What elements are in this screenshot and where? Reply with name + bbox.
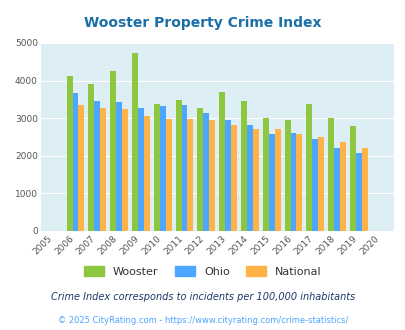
Bar: [241, 101, 246, 231]
Bar: [209, 120, 215, 231]
Bar: [143, 116, 149, 231]
Bar: [110, 71, 116, 231]
Bar: [122, 109, 128, 231]
Bar: [284, 120, 290, 231]
Bar: [225, 120, 230, 231]
Bar: [306, 104, 311, 231]
Bar: [66, 76, 72, 231]
Bar: [252, 129, 258, 231]
Bar: [78, 105, 84, 231]
Bar: [100, 108, 106, 231]
Bar: [116, 102, 122, 231]
Bar: [333, 148, 339, 231]
Bar: [318, 137, 323, 231]
Bar: [361, 148, 367, 231]
Bar: [197, 108, 203, 231]
Bar: [311, 139, 318, 231]
Bar: [339, 142, 345, 231]
Text: Wooster Property Crime Index: Wooster Property Crime Index: [84, 16, 321, 30]
Bar: [153, 104, 159, 231]
Bar: [268, 134, 274, 231]
Bar: [132, 53, 138, 231]
Text: © 2025 CityRating.com - https://www.cityrating.com/crime-statistics/: © 2025 CityRating.com - https://www.city…: [58, 315, 347, 325]
Bar: [165, 119, 171, 231]
Bar: [296, 134, 302, 231]
Bar: [88, 84, 94, 231]
Bar: [262, 118, 268, 231]
Bar: [290, 133, 296, 231]
Bar: [187, 119, 193, 231]
Bar: [203, 113, 209, 231]
Bar: [328, 118, 333, 231]
Bar: [94, 101, 100, 231]
Bar: [138, 108, 143, 231]
Bar: [230, 124, 237, 231]
Bar: [72, 93, 78, 231]
Bar: [349, 126, 355, 231]
Bar: [246, 124, 252, 231]
Bar: [175, 100, 181, 231]
Bar: [159, 106, 165, 231]
Legend: Wooster, Ohio, National: Wooster, Ohio, National: [79, 261, 326, 281]
Bar: [274, 129, 280, 231]
Bar: [181, 105, 187, 231]
Text: Crime Index corresponds to incidents per 100,000 inhabitants: Crime Index corresponds to incidents per…: [51, 292, 354, 302]
Bar: [355, 153, 361, 231]
Bar: [219, 92, 225, 231]
